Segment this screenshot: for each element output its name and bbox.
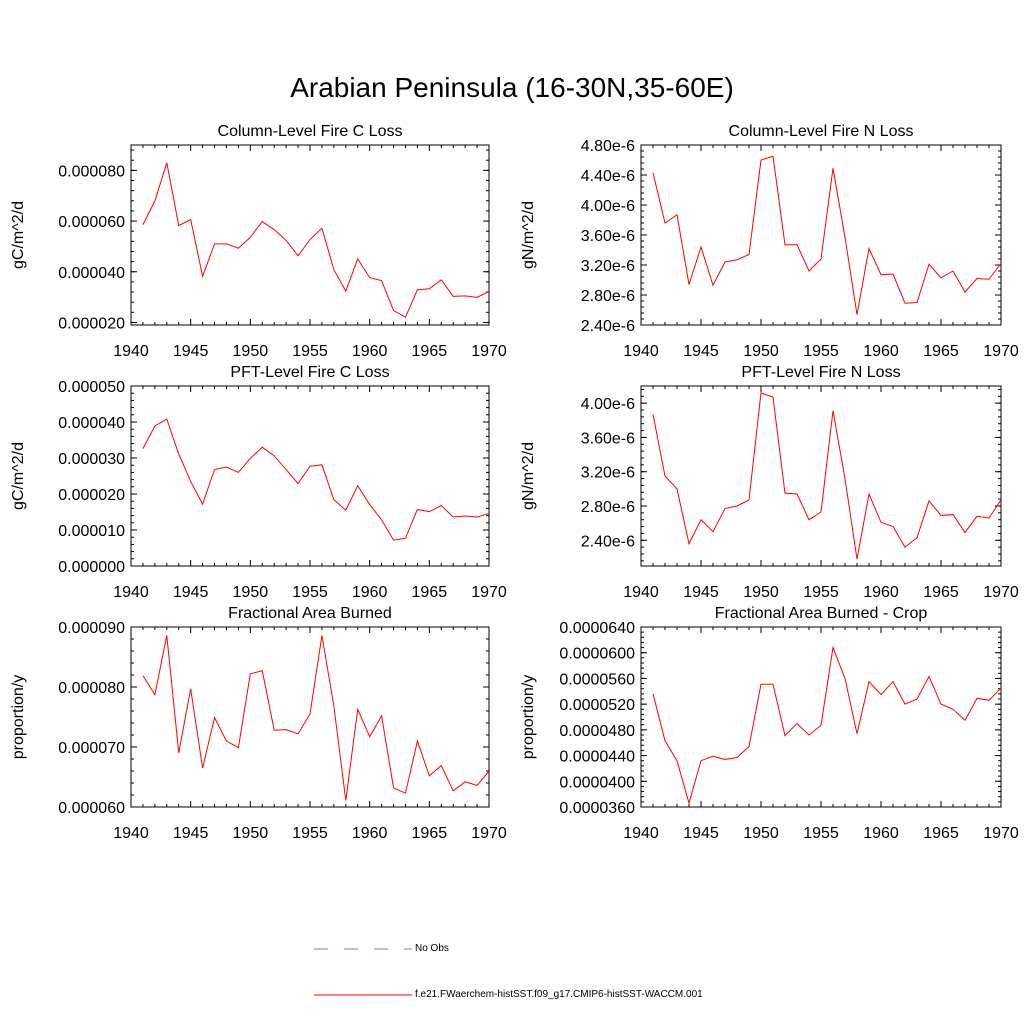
panel-1-title: Column-Level Fire C Loss — [218, 123, 403, 140]
panel-6-title: Fractional Area Burned - Crop — [715, 605, 928, 622]
panel-5-xtick-label: 1955 — [292, 825, 328, 842]
panel-6-xtick-label: 1950 — [743, 825, 779, 842]
panel-2-ytick-label: 2.40e-6 — [581, 318, 635, 335]
panel-5-ylabel: proportion/y — [10, 675, 27, 760]
panel-6-xtick-label: 1940 — [623, 825, 659, 842]
panel-1-xtick-label: 1970 — [471, 343, 507, 360]
panel-1-ytick-label: 0.000080 — [58, 163, 125, 180]
panel-6-ytick-label: 0.0000440 — [559, 749, 635, 766]
panel-3-title: PFT-Level Fire C Loss — [230, 364, 389, 381]
panel-3-xtick-label: 1960 — [352, 584, 388, 601]
panel-5-ytick-label: 0.000090 — [58, 620, 125, 637]
panel-4-title: PFT-Level Fire N Loss — [741, 364, 900, 381]
panel-4-xtick-label: 1945 — [683, 584, 719, 601]
legend-label-no-obs: No Obs — [415, 943, 449, 954]
panel-6-xtick-label: 1970 — [983, 825, 1019, 842]
panel-4-xtick-label: 1970 — [983, 584, 1019, 601]
panel-3-ytick-label: 0.000000 — [58, 559, 125, 576]
panel-3-xtick-label: 1950 — [233, 584, 269, 601]
panel-5-title: Fractional Area Burned — [228, 605, 392, 622]
panel-3-ytick-label: 0.000020 — [58, 487, 125, 504]
panel-3-ytick-label: 0.000040 — [58, 415, 125, 432]
panel-1-ytick-label: 0.000040 — [58, 265, 125, 282]
panel-5-xtick-label: 1945 — [173, 825, 209, 842]
panel-2-ylabel: gN/m^2/d — [520, 201, 537, 269]
panel-4-ytick-label: 2.80e-6 — [581, 499, 635, 516]
panel-4-ytick-label: 3.20e-6 — [581, 465, 635, 482]
panel-3-series-line — [142, 418, 490, 541]
panel-1-xtick-label: 1955 — [292, 343, 328, 360]
panel-4-ytick-label: 2.40e-6 — [581, 533, 635, 550]
panel-2-ytick-label: 2.80e-6 — [581, 288, 635, 305]
panel-1-xtick-label: 1940 — [113, 343, 149, 360]
panel-6-ylabel: proportion/y — [520, 675, 537, 760]
panel-5-ytick-label: 0.000080 — [58, 680, 125, 697]
panel-6-series-line — [652, 645, 1002, 805]
panel-3-ytick-label: 0.000050 — [58, 379, 125, 396]
panel-3-xtick-label: 1940 — [113, 584, 149, 601]
panel-3-xtick-label: 1955 — [292, 584, 328, 601]
panel-1-ytick-label: 0.000060 — [58, 214, 125, 231]
panel-2-series-line — [652, 155, 1002, 315]
panel-4-xtick-label: 1965 — [923, 584, 959, 601]
panel-3-xtick-label: 1945 — [173, 584, 209, 601]
panel-5-xtick-label: 1965 — [412, 825, 448, 842]
panel-2-xtick-label: 1970 — [983, 343, 1019, 360]
panel-4-xtick-label: 1950 — [743, 584, 779, 601]
panel-6-xtick-label: 1960 — [863, 825, 899, 842]
panel-2-xtick-label: 1940 — [623, 343, 659, 360]
panel-6-ytick-label: 0.0000600 — [559, 646, 635, 663]
panel-6-ytick-label: 0.0000480 — [559, 723, 635, 740]
panel-2-xtick-label: 1945 — [683, 343, 719, 360]
panel-5-xtick-label: 1950 — [233, 825, 269, 842]
panel-6-xtick-label: 1965 — [923, 825, 959, 842]
panel-3-xtick-label: 1965 — [412, 584, 448, 601]
panel-4-ytick-label: 4.00e-6 — [581, 396, 635, 413]
panel-2-ytick-label: 4.00e-6 — [581, 198, 635, 215]
panel-1-series-line — [142, 162, 490, 318]
panel-5-xtick-label: 1970 — [471, 825, 507, 842]
panel-2-ytick-label: 4.40e-6 — [581, 168, 635, 185]
panel-1-ytick-label: 0.000020 — [58, 315, 125, 332]
panel-4-xtick-label: 1955 — [803, 584, 839, 601]
panel-4-xtick-label: 1960 — [863, 584, 899, 601]
panel-2-xtick-label: 1960 — [863, 343, 899, 360]
panel-2-xtick-label: 1955 — [803, 343, 839, 360]
panel-3-xtick-label: 1970 — [471, 584, 507, 601]
panel-6-xtick-label: 1945 — [683, 825, 719, 842]
panel-6-ytick-label: 0.0000640 — [559, 620, 635, 637]
panel-1-ylabel: gC/m^2/d — [10, 201, 27, 269]
panel-1-xtick-label: 1950 — [233, 343, 269, 360]
panel-5-ytick-label: 0.000070 — [58, 740, 125, 757]
panel-5-ytick-label: 0.000060 — [58, 800, 125, 817]
page-title: Arabian Peninsula (16-30N,35-60E) — [290, 72, 734, 103]
panel-2-xtick-label: 1965 — [923, 343, 959, 360]
panel-6-ytick-label: 0.0000360 — [559, 800, 635, 817]
panel-4-series-line — [652, 392, 1002, 560]
panel-2-xtick-label: 1950 — [743, 343, 779, 360]
panel-1-xtick-label: 1945 — [173, 343, 209, 360]
panel-4-ylabel: gN/m^2/d — [520, 442, 537, 510]
panel-2-ytick-label: 3.60e-6 — [581, 228, 635, 245]
panel-5-xtick-label: 1940 — [113, 825, 149, 842]
panel-4-ytick-label: 3.60e-6 — [581, 430, 635, 447]
panel-6-ytick-label: 0.0000560 — [559, 671, 635, 688]
panel-2-title: Column-Level Fire N Loss — [729, 123, 914, 140]
panel-2-ytick-label: 3.20e-6 — [581, 258, 635, 275]
panel-5-series-line — [142, 635, 490, 801]
panel-3-ylabel: gC/m^2/d — [10, 442, 27, 510]
legend-label-model: f.e21.FWaerchem-histSST.f09_g17.CMIP6-hi… — [415, 989, 703, 1000]
panel-4-xtick-label: 1940 — [623, 584, 659, 601]
panel-1-xtick-label: 1965 — [412, 343, 448, 360]
panel-1-xtick-label: 1960 — [352, 343, 388, 360]
panel-2-ytick-label: 4.80e-6 — [581, 138, 635, 155]
panel-6-ytick-label: 0.0000400 — [559, 774, 635, 791]
panel-6-ytick-label: 0.0000520 — [559, 697, 635, 714]
panel-3-ytick-label: 0.000010 — [58, 523, 125, 540]
panel-6-xtick-label: 1955 — [803, 825, 839, 842]
panel-3-ytick-label: 0.000030 — [58, 451, 125, 468]
panel-5-xtick-label: 1960 — [352, 825, 388, 842]
